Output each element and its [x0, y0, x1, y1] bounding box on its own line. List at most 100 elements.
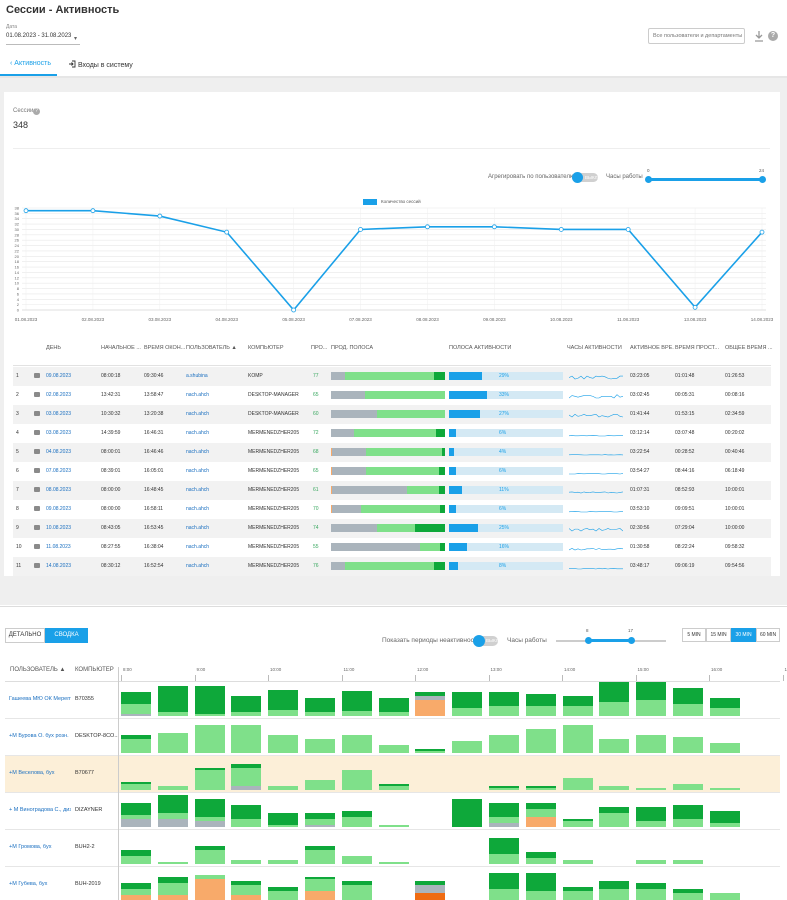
- activity-column[interactable]: [157, 862, 188, 864]
- activity-column[interactable]: [268, 813, 299, 827]
- table-header[interactable]: ВРЕМЯ ОКОН...: [144, 345, 186, 351]
- table-row[interactable]: 2 02.08.2023 13:42:31 13:58:47 nach.ahch DESK…: [13, 386, 771, 405]
- summary-row[interactable]: +М Губева, бух BUH-2019: [5, 867, 780, 900]
- table-header[interactable]: ВРЕМЯ ПРОСТ...: [675, 345, 719, 351]
- day-link[interactable]: 03.08.2023: [46, 430, 72, 436]
- activity-column[interactable]: [121, 735, 151, 753]
- activity-column[interactable]: [599, 786, 630, 790]
- activity-column[interactable]: [489, 692, 519, 716]
- day-link[interactable]: 03.08.2023: [46, 411, 72, 417]
- activity-column[interactable]: [194, 686, 225, 716]
- date-range-input[interactable]: 01.08.2023 - 31.08.2023: [6, 33, 72, 39]
- activity-column[interactable]: [157, 686, 188, 716]
- day-link[interactable]: 11.08.2023: [46, 544, 71, 550]
- activity-column[interactable]: [489, 786, 519, 790]
- activity-column[interactable]: [305, 846, 335, 864]
- camera-icon[interactable]: [34, 506, 40, 511]
- activity-column[interactable]: [709, 788, 740, 790]
- activity-column[interactable]: [378, 698, 409, 716]
- table-header[interactable]: ПРО...: [311, 345, 328, 351]
- activity-column[interactable]: [341, 735, 372, 753]
- table-header[interactable]: ДЕНЬ: [46, 345, 61, 351]
- activity-column[interactable]: [599, 807, 630, 827]
- activity-column[interactable]: [636, 860, 667, 864]
- activity-column[interactable]: [157, 877, 188, 900]
- activity-column[interactable]: [378, 784, 409, 790]
- activity-column[interactable]: [709, 893, 740, 900]
- help-icon[interactable]: ?: [33, 108, 40, 115]
- slider-handle-min[interactable]: [585, 637, 592, 644]
- activity-column[interactable]: [489, 838, 519, 864]
- table-header[interactable]: ОБЩЕЕ ВРЕМЯ ...: [725, 345, 773, 351]
- activity-column[interactable]: [231, 881, 262, 900]
- col-pc-header[interactable]: КОМПЬЮТЕР: [75, 667, 114, 673]
- slider-handle-max[interactable]: [759, 176, 766, 183]
- activity-column[interactable]: [673, 688, 703, 716]
- activity-column[interactable]: [121, 850, 151, 864]
- activity-column[interactable]: [121, 803, 151, 827]
- day-link[interactable]: 09.08.2023: [46, 506, 72, 512]
- activity-column[interactable]: [268, 735, 299, 753]
- user-link[interactable]: nach.ahch: [186, 487, 210, 493]
- activity-column[interactable]: [673, 737, 703, 753]
- activity-column[interactable]: [231, 725, 262, 753]
- activity-column[interactable]: [157, 786, 188, 790]
- summary-row[interactable]: +М Веселова, бух B70677: [5, 756, 780, 793]
- activity-column[interactable]: [378, 745, 409, 753]
- camera-icon[interactable]: [34, 411, 40, 416]
- activity-column[interactable]: [415, 749, 446, 753]
- camera-icon[interactable]: [34, 430, 40, 435]
- user-link[interactable]: nach.ahch: [186, 468, 210, 474]
- activity-column[interactable]: [341, 691, 372, 716]
- table-header[interactable]: НАЧАЛЬНОЕ ...: [101, 345, 141, 351]
- activity-column[interactable]: [268, 887, 299, 900]
- camera-icon[interactable]: [34, 449, 40, 454]
- camera-icon[interactable]: [34, 544, 40, 549]
- activity-column[interactable]: [341, 881, 372, 900]
- activity-column[interactable]: [231, 764, 262, 790]
- user-link[interactable]: a.shubina: [186, 373, 208, 379]
- table-row[interactable]: 8 09.08.2023 08:00:00 16:58:11 nach.ahch MERM…: [13, 500, 771, 519]
- tab-logins[interactable]: Входы в систему: [68, 58, 133, 71]
- day-link[interactable]: 14.08.2023: [46, 563, 72, 569]
- activity-column[interactable]: [489, 735, 519, 753]
- table-header[interactable]: АКТИВНОЕ ВРЕ...: [630, 345, 674, 351]
- activity-column[interactable]: [525, 729, 556, 753]
- camera-icon[interactable]: [34, 563, 40, 568]
- activity-column[interactable]: [452, 692, 483, 716]
- summary-row[interactable]: +М Бурова О. бух розн. DESKTOP-8CO...: [5, 719, 780, 756]
- day-link[interactable]: 08.08.2023: [46, 487, 72, 493]
- camera-icon[interactable]: [34, 373, 40, 378]
- activity-column[interactable]: [157, 795, 188, 827]
- table-row[interactable]: 4 03.08.2023 14:39:59 16:46:31 nach.ahch MERM…: [13, 424, 771, 443]
- user-link[interactable]: +М Бурова О. бух розн.: [9, 733, 69, 739]
- activity-column[interactable]: [562, 860, 593, 864]
- table-header[interactable]: ЧАСЫ АКТИВНОСТИ: [567, 345, 622, 351]
- granularity-60min[interactable]: 60 MIN: [756, 628, 780, 642]
- table-row[interactable]: 11 14.08.2023 08:30:12 16:52:54 nach.ahch MER…: [13, 557, 771, 576]
- table-header[interactable]: ПОЛЬЗОВАТЕЛЬ ▲: [186, 345, 237, 351]
- chevron-down-icon[interactable]: ▾: [74, 36, 78, 42]
- table-row[interactable]: 5 04.08.2023 08:00:01 16:46:46 nach.ahch MERM…: [13, 443, 771, 462]
- activity-column[interactable]: [378, 825, 409, 827]
- activity-column[interactable]: [157, 733, 188, 753]
- help-icon[interactable]: ?: [768, 31, 778, 41]
- activity-column[interactable]: [305, 698, 335, 716]
- day-link[interactable]: 04.08.2023: [46, 449, 72, 455]
- day-link[interactable]: 09.08.2023: [46, 373, 72, 379]
- slider-handle-min[interactable]: [645, 176, 652, 183]
- activity-column[interactable]: [562, 887, 593, 900]
- user-link[interactable]: nach.ahch: [186, 563, 210, 569]
- activity-column[interactable]: [305, 739, 335, 753]
- activity-column[interactable]: [562, 725, 593, 753]
- user-link[interactable]: + М Виноградова С., дизайнер: [9, 807, 71, 813]
- activity-column[interactable]: [636, 735, 667, 753]
- activity-column[interactable]: [121, 692, 151, 716]
- download-icon[interactable]: [754, 30, 764, 42]
- toggle-knob[interactable]: [473, 635, 485, 647]
- col-user-header[interactable]: ПОЛЬЗОВАТЕЛЬ ▲: [10, 667, 66, 673]
- summary-row[interactable]: + М Виноградова С., дизайнер DIZAYNER: [5, 793, 780, 830]
- summary-view-button[interactable]: СВОДКА: [45, 628, 88, 643]
- activity-column[interactable]: [268, 690, 299, 716]
- activity-column[interactable]: [636, 883, 667, 900]
